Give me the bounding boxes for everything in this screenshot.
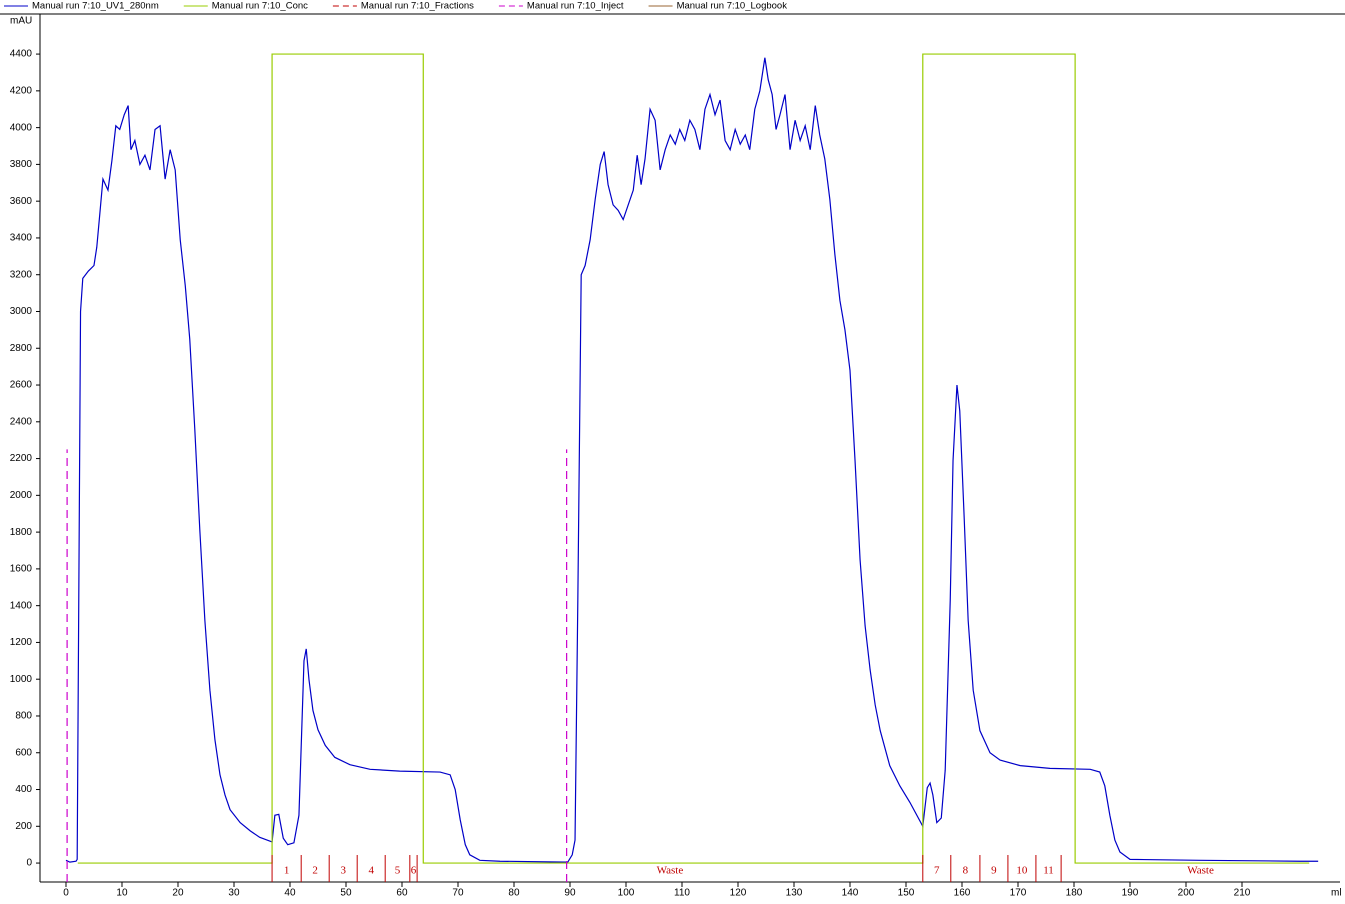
y-tick-label: 2200 xyxy=(10,453,33,464)
x-tick-label: 170 xyxy=(1010,888,1027,899)
x-tick-label: 90 xyxy=(564,888,576,899)
x-tick-label: 80 xyxy=(508,888,520,899)
y-tick-label: 3200 xyxy=(10,269,33,280)
x-tick-label: 110 xyxy=(674,888,690,899)
series-line xyxy=(77,53,1310,864)
fraction-label: 8 xyxy=(963,865,969,877)
y-tick-label: 0 xyxy=(26,858,32,869)
x-tick-label: 180 xyxy=(1066,888,1083,899)
x-tick-label: 10 xyxy=(116,888,128,899)
y-tick-label: 4400 xyxy=(10,49,33,60)
legend: Manual run 7:10_UV1_280nm Manual run 7:10… xyxy=(4,1,787,12)
fraction-label: 5 xyxy=(395,865,401,877)
y-tick-label: 4000 xyxy=(10,122,33,133)
y-tick-label: 3800 xyxy=(10,159,33,170)
y-tick-label: 800 xyxy=(15,711,32,722)
legend-label: Manual run 7:10_Conc xyxy=(212,1,308,12)
fraction-label: 6 xyxy=(411,865,417,877)
y-tick-label: 3600 xyxy=(10,196,33,207)
x-tick-label: 200 xyxy=(1178,888,1195,899)
x-tick-label: 0 xyxy=(63,888,69,899)
fraction-label: 2 xyxy=(312,865,318,877)
fraction-label: 11 xyxy=(1043,865,1054,877)
fraction-label: 1 xyxy=(284,865,290,877)
x-tick-label: 160 xyxy=(954,888,971,899)
x-tick-label: 150 xyxy=(898,888,915,899)
fraction-label: 4 xyxy=(368,865,374,877)
x-tick-label: 100 xyxy=(618,888,635,899)
fraction-label: 7 xyxy=(934,865,940,877)
x-tick-label: 120 xyxy=(730,888,747,899)
x-tick-label: 30 xyxy=(228,888,240,899)
legend-label: Manual run 7:10_UV1_280nm xyxy=(32,1,159,12)
legend-label: Manual run 7:10_Fractions xyxy=(361,1,474,12)
y-tick-label: 1600 xyxy=(10,564,33,575)
legend-label: Manual run 7:10_Inject xyxy=(527,1,624,12)
y-tick-label: 1000 xyxy=(10,674,33,685)
fraction-label: 9 xyxy=(991,865,997,877)
x-tick-label: 20 xyxy=(172,888,184,899)
x-tick-label: 140 xyxy=(842,888,859,899)
y-axis-label: mAU xyxy=(10,16,32,27)
x-tick-label: 130 xyxy=(786,888,803,899)
fraction-label: 3 xyxy=(340,865,346,877)
legend-label: Manual run 7:10_Logbook xyxy=(677,1,788,12)
y-tick-label: 3400 xyxy=(10,233,33,244)
y-tick-label: 2600 xyxy=(10,380,33,391)
x-tick-label: 40 xyxy=(284,888,296,899)
series-line xyxy=(65,57,1319,863)
y-tick-label: 4200 xyxy=(10,85,33,96)
y-tick-label: 2000 xyxy=(10,490,33,501)
y-tick-label: 1200 xyxy=(10,637,33,648)
x-axis-label: ml xyxy=(1331,888,1342,899)
fraction-label: Waste xyxy=(657,865,684,877)
y-tick-label: 2400 xyxy=(10,416,33,427)
x-tick-label: 50 xyxy=(340,888,352,899)
fraction-label: 10 xyxy=(1016,865,1028,877)
x-tick-label: 60 xyxy=(396,888,408,899)
y-tick-label: 2800 xyxy=(10,343,33,354)
x-tick-label: 70 xyxy=(452,888,464,899)
x-tick-label: 210 xyxy=(1234,888,1251,899)
y-tick-label: 600 xyxy=(15,747,32,758)
y-tick-label: 200 xyxy=(15,821,32,832)
y-tick-label: 1400 xyxy=(10,600,33,611)
fraction-label: Waste xyxy=(1187,865,1214,877)
x-tick-label: 190 xyxy=(1122,888,1139,899)
y-tick-label: 3000 xyxy=(10,306,33,317)
y-tick-label: 400 xyxy=(15,784,32,795)
y-tick-label: 1800 xyxy=(10,527,33,538)
